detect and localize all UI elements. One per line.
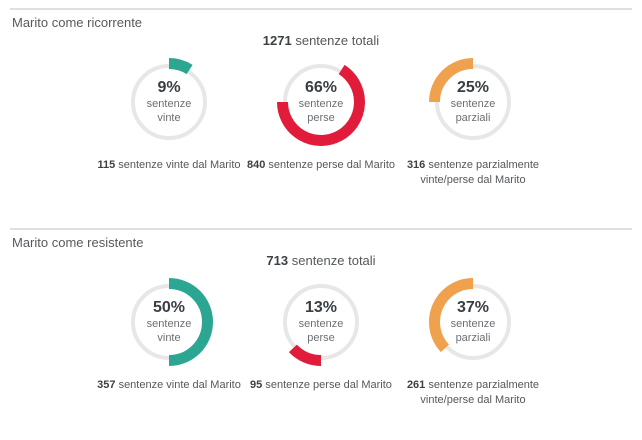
section-divider: [10, 8, 632, 10]
donut-segment-arc: [288, 344, 322, 366]
donut-center-label: 37% sentenze parziali: [423, 272, 523, 372]
label-line-1: sentenze: [450, 97, 496, 110]
section-title: Marito come resistente: [12, 235, 144, 250]
charts-row: 9% sentenze vinte 115 sentenze vinte dal…: [10, 52, 632, 189]
donut-center-label: 25% sentenze parziali: [423, 52, 523, 152]
donut-center-label: 50% sentenze vinte: [119, 272, 219, 372]
total-label: sentenze totali: [291, 253, 376, 268]
donut: 66% sentenze perse: [271, 52, 371, 152]
label-line-1: sentenze: [146, 317, 192, 330]
donut-chart-perse: 66% sentenze perse 840 sentenze perse da…: [245, 52, 397, 189]
caption-count: 316: [406, 159, 426, 171]
caption-text: sentenze parzialmente vinte/perse dal Ma…: [420, 159, 540, 187]
chart-caption: 95 sentenze perse dal Marito: [250, 378, 392, 393]
donut: 9% sentenze vinte: [119, 52, 219, 152]
donut-chart-vinte: 9% sentenze vinte 115 sentenze vinte dal…: [93, 52, 245, 189]
donut: 50% sentenze vinte: [119, 272, 219, 372]
charts-row: 50% sentenze vinte 357 sentenze vinte da…: [10, 272, 632, 409]
label-line-2: vinte: [157, 112, 181, 124]
label-line-2: vinte: [157, 332, 181, 344]
donut-svg: [277, 64, 365, 146]
caption-count: 840: [247, 159, 266, 171]
donut-chart-vinte: 50% sentenze vinte 357 sentenze vinte da…: [93, 272, 245, 409]
caption-count: 357: [97, 379, 116, 391]
caption-count: 115: [97, 159, 116, 171]
label-line-1: sentenze: [298, 97, 344, 110]
label-line-2: perse: [307, 332, 335, 344]
chart-caption: 261 sentenze parzialmente vinte/perse da…: [397, 378, 549, 409]
percent-value: 66%: [304, 78, 338, 96]
label-line-2: parziali: [455, 112, 491, 124]
section-title: Marito come ricorrente: [12, 15, 143, 30]
percent-value: 9%: [157, 78, 181, 96]
section-divider: [10, 228, 632, 230]
caption-text: sentenze vinte dal Marito: [118, 159, 241, 171]
donut-center-label: 13% sentenze perse: [271, 272, 371, 372]
caption-text: sentenze perse dal Marito: [265, 379, 392, 391]
section-marito-ricorrente: Marito come ricorrente 1271 sentenze tot…: [0, 8, 642, 220]
donut-center-label: 66% sentenze perse: [271, 52, 371, 152]
chart-caption: 357 sentenze vinte dal Marito: [97, 378, 241, 393]
donut-ring: [131, 64, 207, 140]
donut-svg: [131, 58, 207, 140]
caption-text: sentenze perse dal Marito: [268, 159, 395, 171]
donut-center-label: 9% sentenze vinte: [119, 52, 219, 152]
total-sentences-line: 1271 sentenze totali: [10, 33, 632, 48]
label-line-1: sentenze: [450, 317, 496, 330]
label-line-1: sentenze: [298, 317, 344, 330]
donut-svg: [131, 278, 213, 366]
donut: 25% sentenze parziali: [423, 52, 523, 152]
donut-chart-parziali: 25% sentenze parziali 316 sentenze parzi…: [397, 52, 549, 189]
total-sentences-line: 713 sentenze totali: [10, 253, 632, 268]
donut-chart-parziali: 37% sentenze parziali 261 sentenze parzi…: [397, 272, 549, 409]
section-marito-resistente: Marito come resistente 713 sentenze tota…: [0, 228, 642, 440]
label-line-2: parziali: [455, 332, 491, 344]
percent-value: 37%: [456, 298, 490, 316]
chart-caption: 840 sentenze perse dal Marito: [247, 158, 395, 173]
label-line-2: perse: [307, 112, 335, 124]
donut-ring: [283, 284, 359, 360]
donut: 13% sentenze perse: [271, 272, 371, 372]
donut-svg: [283, 284, 359, 366]
donut-segment-arc: [429, 58, 474, 103]
donut-segment-arc: [168, 278, 213, 366]
total-label: sentenze totali: [295, 33, 380, 48]
donut-chart-perse: 13% sentenze perse 95 sentenze perse dal…: [245, 272, 397, 409]
caption-text: sentenze parzialmente vinte/perse dal Ma…: [420, 379, 540, 407]
donut-svg: [429, 58, 511, 140]
donut: 37% sentenze parziali: [423, 272, 523, 372]
donut-segment-arc: [168, 58, 193, 75]
label-line-1: sentenze: [146, 97, 192, 110]
percent-value: 13%: [304, 298, 338, 316]
donut-segment-arc: [429, 278, 474, 353]
total-count: 1271: [262, 33, 292, 48]
caption-count: 261: [406, 379, 426, 391]
percent-value: 50%: [152, 298, 186, 316]
donut-svg: [429, 278, 511, 360]
percent-value: 25%: [456, 78, 490, 96]
donut-segment-arc: [277, 64, 365, 146]
total-count: 713: [266, 253, 289, 268]
caption-count: 95: [250, 379, 263, 391]
chart-caption: 316 sentenze parzialmente vinte/perse da…: [397, 158, 549, 189]
caption-text: sentenze vinte dal Marito: [118, 379, 241, 391]
chart-caption: 115 sentenze vinte dal Marito: [97, 158, 240, 173]
